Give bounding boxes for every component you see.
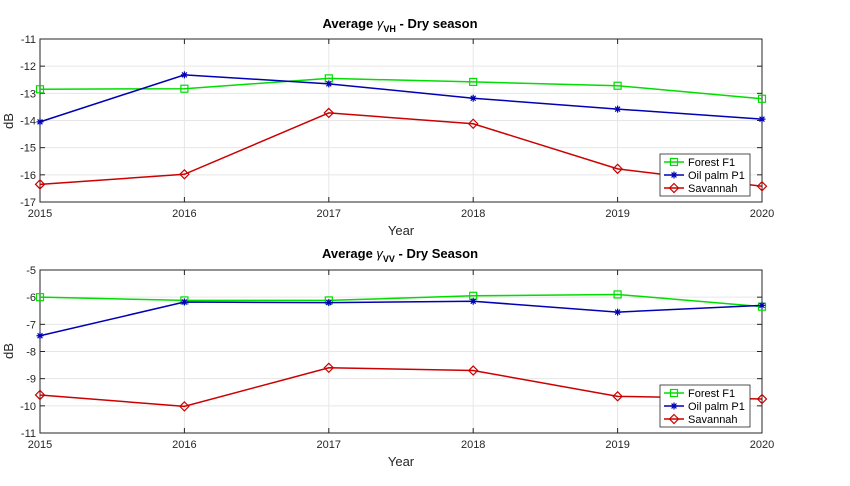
legend-marker: [668, 182, 680, 194]
y-tick-label: -15: [20, 143, 36, 155]
data-point-forest-f1: [757, 94, 767, 103]
legend-entry-savannah: Savannah: [664, 182, 738, 195]
data-point-oil-palm-p1: [469, 297, 477, 305]
data-point-oil-palm-p1: [758, 301, 766, 309]
data-point-savannah: [34, 178, 46, 190]
data-point-forest-f1: [35, 293, 45, 302]
legend-label: Forest F1: [688, 388, 735, 400]
series-savannah: [34, 362, 768, 412]
x-tick-label: 2015: [28, 439, 52, 451]
x-tick-label: 2017: [317, 439, 341, 451]
legend-entry-forest-f1: Forest F1: [664, 157, 735, 169]
data-point-forest-f1: [35, 85, 45, 94]
series-line-oil-palm-p1: [39, 300, 763, 337]
series-line-oil-palm-p1: [39, 74, 763, 123]
data-point-savannah: [323, 107, 335, 119]
legend-label: Savannah: [688, 414, 738, 426]
legend-marker: [668, 413, 680, 425]
data-point-savannah: [756, 393, 768, 405]
data-point-oil-palm-p1: [758, 115, 766, 123]
y-tick-label: -9: [26, 374, 36, 386]
data-point-oil-palm-p1: [614, 308, 622, 316]
data-point-savannah: [612, 163, 623, 175]
data-point-savannah: [179, 401, 190, 412]
legend-entry-savannah: Savannah: [664, 413, 738, 426]
series-forest-f1: [35, 74, 767, 103]
legend-label: Oil palm P1: [688, 401, 745, 413]
x-axis-label: Year: [388, 223, 415, 238]
x-tick-label: 2017: [317, 208, 341, 220]
data-point-savannah: [34, 389, 46, 401]
y-tick-label: -14: [20, 116, 36, 128]
chart-title: Average γVV - Dry Season: [322, 246, 478, 264]
y-tick-label: -5: [26, 265, 36, 277]
legend-entry-oil-palm-p1: Oil palm P1: [664, 170, 745, 182]
data-point-forest-f1: [180, 84, 189, 93]
y-tick-label: -11: [21, 34, 36, 46]
x-axis-label: Year: [388, 454, 415, 469]
chart-vv-dry-season: Average γVV - Dry Season Year dB 2015 201…: [1, 246, 774, 469]
y-tick-label: -12: [20, 61, 36, 73]
data-point-savannah: [467, 365, 479, 376]
y-tick-label: -7: [26, 319, 36, 331]
data-point-oil-palm-p1: [180, 298, 188, 306]
series-oil-palm-p1: [36, 71, 766, 126]
legend-entry-forest-f1: Forest F1: [664, 388, 735, 400]
legend-marker: [669, 157, 679, 167]
x-tick-label: 2018: [461, 439, 485, 451]
x-tick-label: 2018: [461, 208, 485, 220]
data-point-oil-palm-p1: [614, 105, 622, 113]
data-point-oil-palm-p1: [325, 299, 333, 307]
legend-label: Savannah: [688, 183, 738, 195]
data-point-oil-palm-p1: [180, 71, 188, 79]
series-line-savannah: [39, 367, 763, 408]
series-line-forest-f1: [39, 77, 763, 100]
legend-marker: [670, 171, 678, 179]
data-point-forest-f1: [613, 81, 622, 90]
y-tick-label: -8: [26, 347, 36, 359]
y-tick-label: -6: [26, 292, 36, 304]
data-point-savannah: [323, 362, 335, 374]
legend-label: Forest F1: [688, 157, 735, 169]
series-oil-palm-p1: [36, 297, 766, 340]
x-tick-label: 2016: [172, 439, 196, 451]
data-point-savannah: [756, 180, 768, 192]
y-tick-label: -17: [20, 197, 36, 209]
legend-label: Oil palm P1: [688, 170, 745, 182]
y-tick-label: -11: [21, 428, 36, 440]
data-point-oil-palm-p1: [325, 80, 333, 88]
x-tick-label: 2015: [28, 208, 52, 220]
x-tick-label: 2019: [605, 439, 629, 451]
series-line-forest-f1: [39, 293, 763, 308]
data-point-savannah: [612, 390, 623, 402]
legend-entry-oil-palm-p1: Oil palm P1: [664, 401, 745, 413]
y-tick-label: -16: [20, 170, 36, 182]
legend-marker: [669, 388, 679, 398]
data-point-forest-f1: [613, 290, 622, 299]
series-savannah: [34, 107, 768, 192]
data-point-forest-f1: [469, 77, 478, 87]
series-line-savannah: [39, 112, 763, 187]
chart-vh-dry-season: Average γVH - Dry season Year dB 2015 201…: [1, 16, 774, 238]
data-point-oil-palm-p1: [36, 332, 44, 340]
chart-title: Average γVH - Dry season: [322, 16, 477, 34]
x-tick-label: 2019: [605, 208, 629, 220]
data-point-savannah: [467, 118, 479, 130]
y-tick-label: -13: [20, 88, 36, 100]
y-axis-label: dB: [1, 113, 16, 129]
y-tick-label: -10: [20, 401, 36, 413]
x-tick-label: 2016: [172, 208, 196, 220]
legend-marker: [670, 402, 678, 410]
x-tick-label: 2020: [750, 208, 774, 220]
data-point-oil-palm-p1: [36, 118, 44, 126]
x-tick-label: 2020: [750, 439, 774, 451]
data-point-savannah: [179, 168, 190, 180]
y-axis-label: dB: [1, 343, 16, 359]
data-point-oil-palm-p1: [469, 94, 477, 102]
